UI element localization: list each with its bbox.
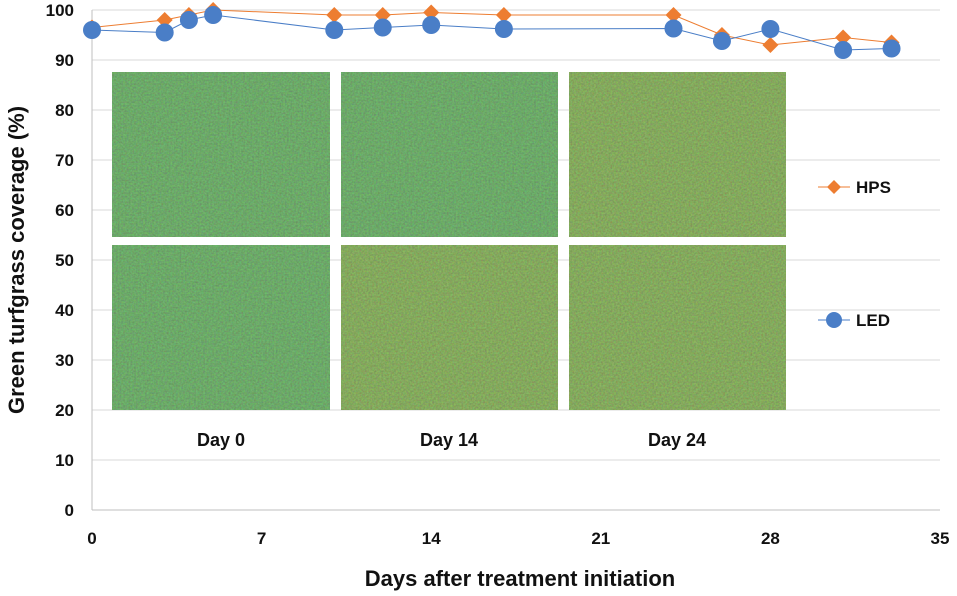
x-tick-label-7: 7 xyxy=(257,529,266,548)
photo-led-day-14 xyxy=(341,245,558,410)
legend-label-led: LED xyxy=(856,311,890,330)
point-led-12 xyxy=(882,39,901,58)
photo-hps-day-14 xyxy=(341,72,558,237)
point-hps-5 xyxy=(374,7,391,23)
point-led-1 xyxy=(155,23,174,42)
photo-label-day-24: Day 24 xyxy=(648,430,706,450)
axes: 0 10 20 30 40 50 60 70 80 90 100 0 7 14 21 28 35 xyxy=(46,1,950,548)
point-led-7 xyxy=(494,20,513,38)
series-led xyxy=(83,6,901,59)
point-hps-7 xyxy=(495,7,512,23)
point-hps-8 xyxy=(665,7,682,23)
y-tick-label-60: 60 xyxy=(55,201,74,220)
y-tick-label-90: 90 xyxy=(55,51,74,70)
point-led-0 xyxy=(83,21,101,39)
point-led-4 xyxy=(325,21,344,39)
x-tick-label-35: 35 xyxy=(931,529,950,548)
point-led-9 xyxy=(712,32,731,50)
photo-hps-day-0 xyxy=(112,72,330,237)
legend-item-led: LED xyxy=(818,311,890,330)
turf-photo-panel: Day 0 Day 14 Day 24 xyxy=(112,72,786,450)
x-tick-label-14: 14 xyxy=(422,529,441,548)
y-tick-label-70: 70 xyxy=(55,151,74,170)
photo-hps-day-24 xyxy=(569,72,786,237)
legend-marker-led xyxy=(826,312,842,328)
point-hps-10 xyxy=(762,37,779,53)
point-led-10 xyxy=(761,20,780,38)
legend-label-hps: HPS xyxy=(856,178,891,197)
y-axis-title: Green turfgrass coverage (%) xyxy=(4,106,29,414)
y-tick-label-40: 40 xyxy=(55,301,74,320)
y-tick-label-80: 80 xyxy=(55,101,74,120)
point-led-6 xyxy=(422,16,441,34)
point-led-5 xyxy=(373,18,392,37)
point-hps-11 xyxy=(835,29,852,46)
photo-led-day-0 xyxy=(112,245,330,410)
legend: HPS LED xyxy=(818,178,891,330)
y-tick-label-30: 30 xyxy=(55,351,74,370)
point-led-8 xyxy=(664,19,683,38)
legend-marker-hps xyxy=(827,180,841,194)
point-hps-4 xyxy=(326,7,343,23)
x-tick-label-28: 28 xyxy=(761,529,780,548)
point-led-3 xyxy=(204,6,223,24)
x-tick-label-0: 0 xyxy=(87,529,96,548)
y-tick-label-20: 20 xyxy=(55,401,74,420)
point-hps-1 xyxy=(156,12,173,28)
y-tick-label-50: 50 xyxy=(55,251,74,270)
y-tick-label-100: 100 xyxy=(46,1,74,20)
photo-label-day-14: Day 14 xyxy=(420,430,478,450)
point-led-2 xyxy=(179,11,198,29)
photo-label-day-0: Day 0 xyxy=(197,430,245,450)
y-tick-label-10: 10 xyxy=(55,451,74,470)
point-hps-6 xyxy=(423,4,440,21)
photo-led-day-24 xyxy=(569,245,786,410)
y-tick-label-0: 0 xyxy=(65,501,74,520)
x-tick-label-21: 21 xyxy=(591,529,610,548)
x-axis-title: Days after treatment initiation xyxy=(365,566,676,591)
legend-item-hps: HPS xyxy=(818,178,891,197)
data-series xyxy=(83,2,901,59)
point-led-11 xyxy=(834,41,853,59)
